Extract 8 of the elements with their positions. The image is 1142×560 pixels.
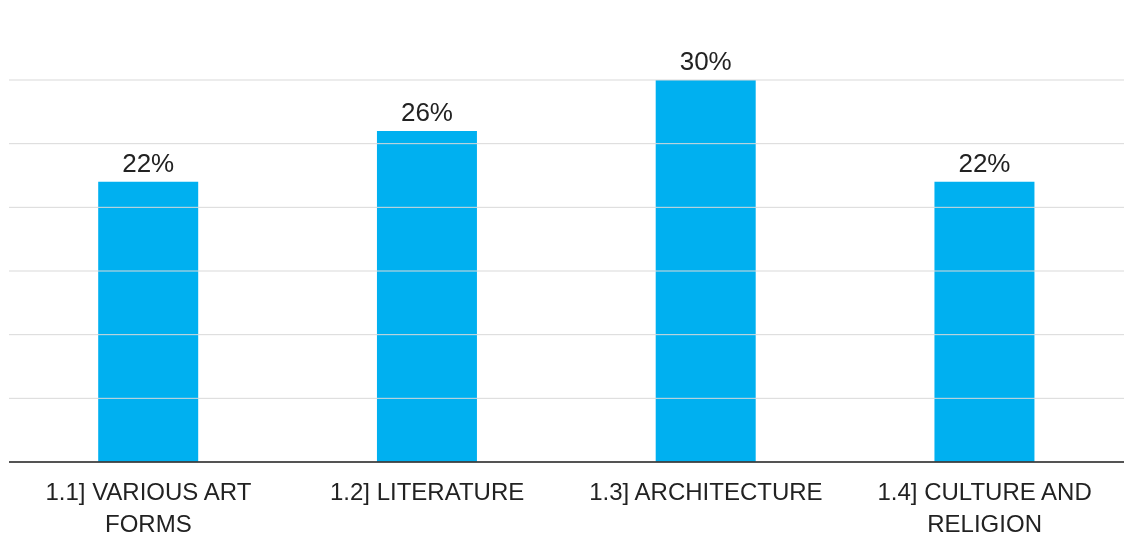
- data-label: 22%: [958, 147, 1011, 178]
- data-label: 26%: [400, 96, 453, 127]
- x-tick-label: 1.1] VARIOUS ART FORMS: [45, 478, 252, 537]
- x-tick-label: 1.4] CULTURE AND RELIGION: [877, 478, 1092, 537]
- x-tick-label: 1.3] ARCHITECTURE: [589, 478, 823, 505]
- x-tick-label: 1.2] LITERATURE: [329, 478, 525, 505]
- data-label: 30%: [679, 46, 732, 76]
- data-label: 22%: [122, 147, 175, 178]
